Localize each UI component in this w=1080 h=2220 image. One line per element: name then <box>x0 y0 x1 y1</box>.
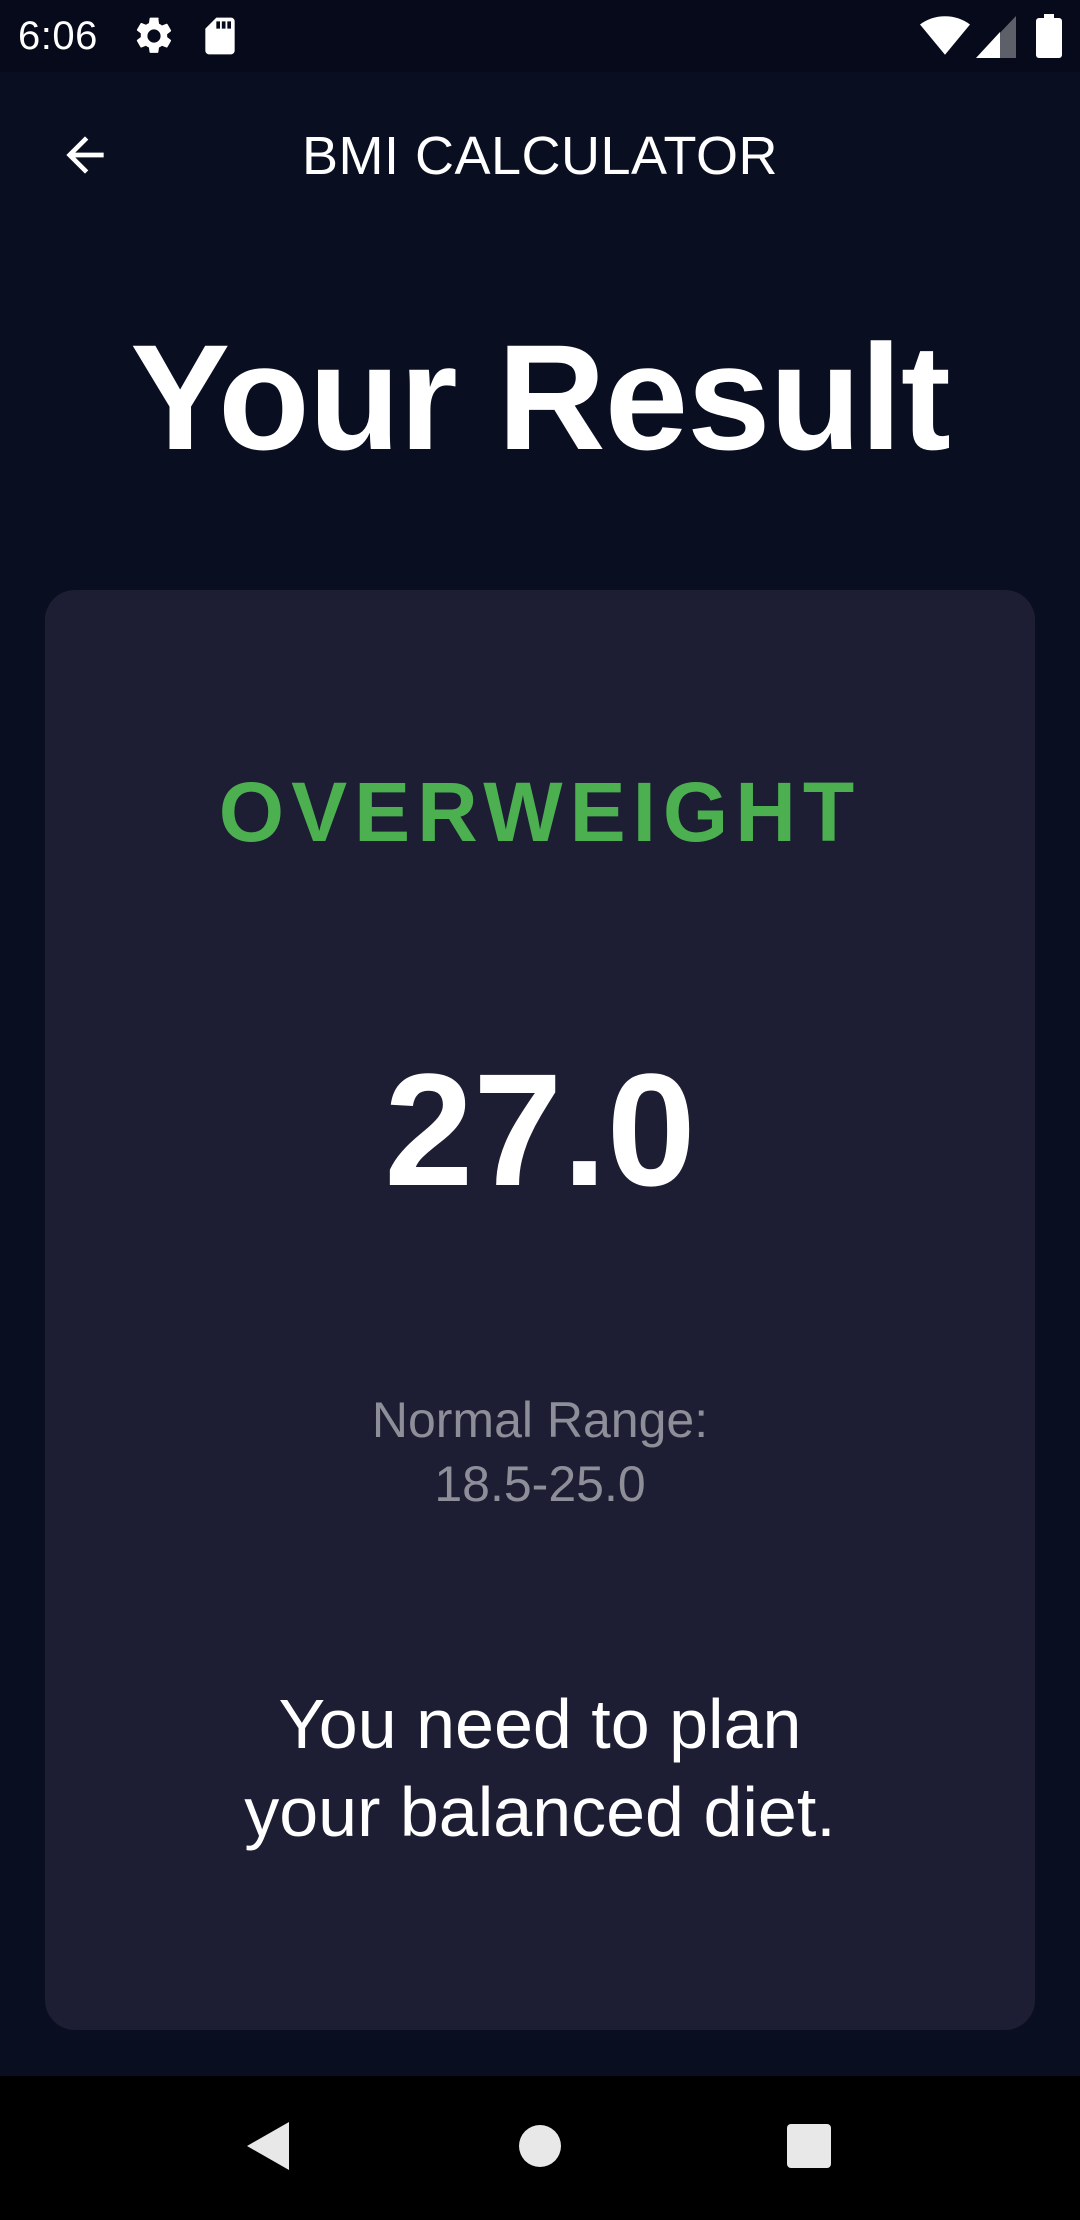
nav-recents-button[interactable] <box>759 2098 859 2198</box>
back-button[interactable] <box>40 112 130 202</box>
page-title: Your Result <box>130 313 951 481</box>
result-card <box>45 590 1035 2030</box>
gear-icon <box>132 14 176 58</box>
normal-range: Normal Range: 18.5-25.0 <box>0 1388 1080 1516</box>
arrow-back-icon <box>57 127 113 188</box>
status-time: 6:06 <box>18 14 98 58</box>
bmi-advice: You need to plan your balanced diet. <box>0 1680 1080 1856</box>
app-bar: BMI CALCULATOR <box>0 72 1080 242</box>
back-triangle-icon <box>243 2120 291 2177</box>
bmi-category: OVERWEIGHT <box>218 765 862 859</box>
nav-home-button[interactable] <box>490 2098 590 2198</box>
wifi-icon <box>920 14 970 58</box>
home-circle-icon <box>518 2124 562 2173</box>
recents-square-icon <box>786 2123 832 2174</box>
advice-line-1: You need to plan <box>278 1685 802 1763</box>
status-bar: 6:06 <box>0 0 1080 72</box>
battery-icon <box>1036 14 1062 58</box>
normal-range-label: Normal Range: <box>371 1392 709 1448</box>
bmi-value: 27.0 <box>384 1040 696 1219</box>
app-title: BMI CALCULATOR <box>301 126 779 186</box>
signal-icon <box>976 14 1016 58</box>
normal-range-value: 18.5-25.0 <box>434 1456 646 1512</box>
system-nav-bar <box>0 2076 1080 2220</box>
sd-card-icon <box>198 14 242 58</box>
advice-line-2: your balanced diet. <box>244 1773 836 1851</box>
nav-back-button[interactable] <box>217 2098 317 2198</box>
